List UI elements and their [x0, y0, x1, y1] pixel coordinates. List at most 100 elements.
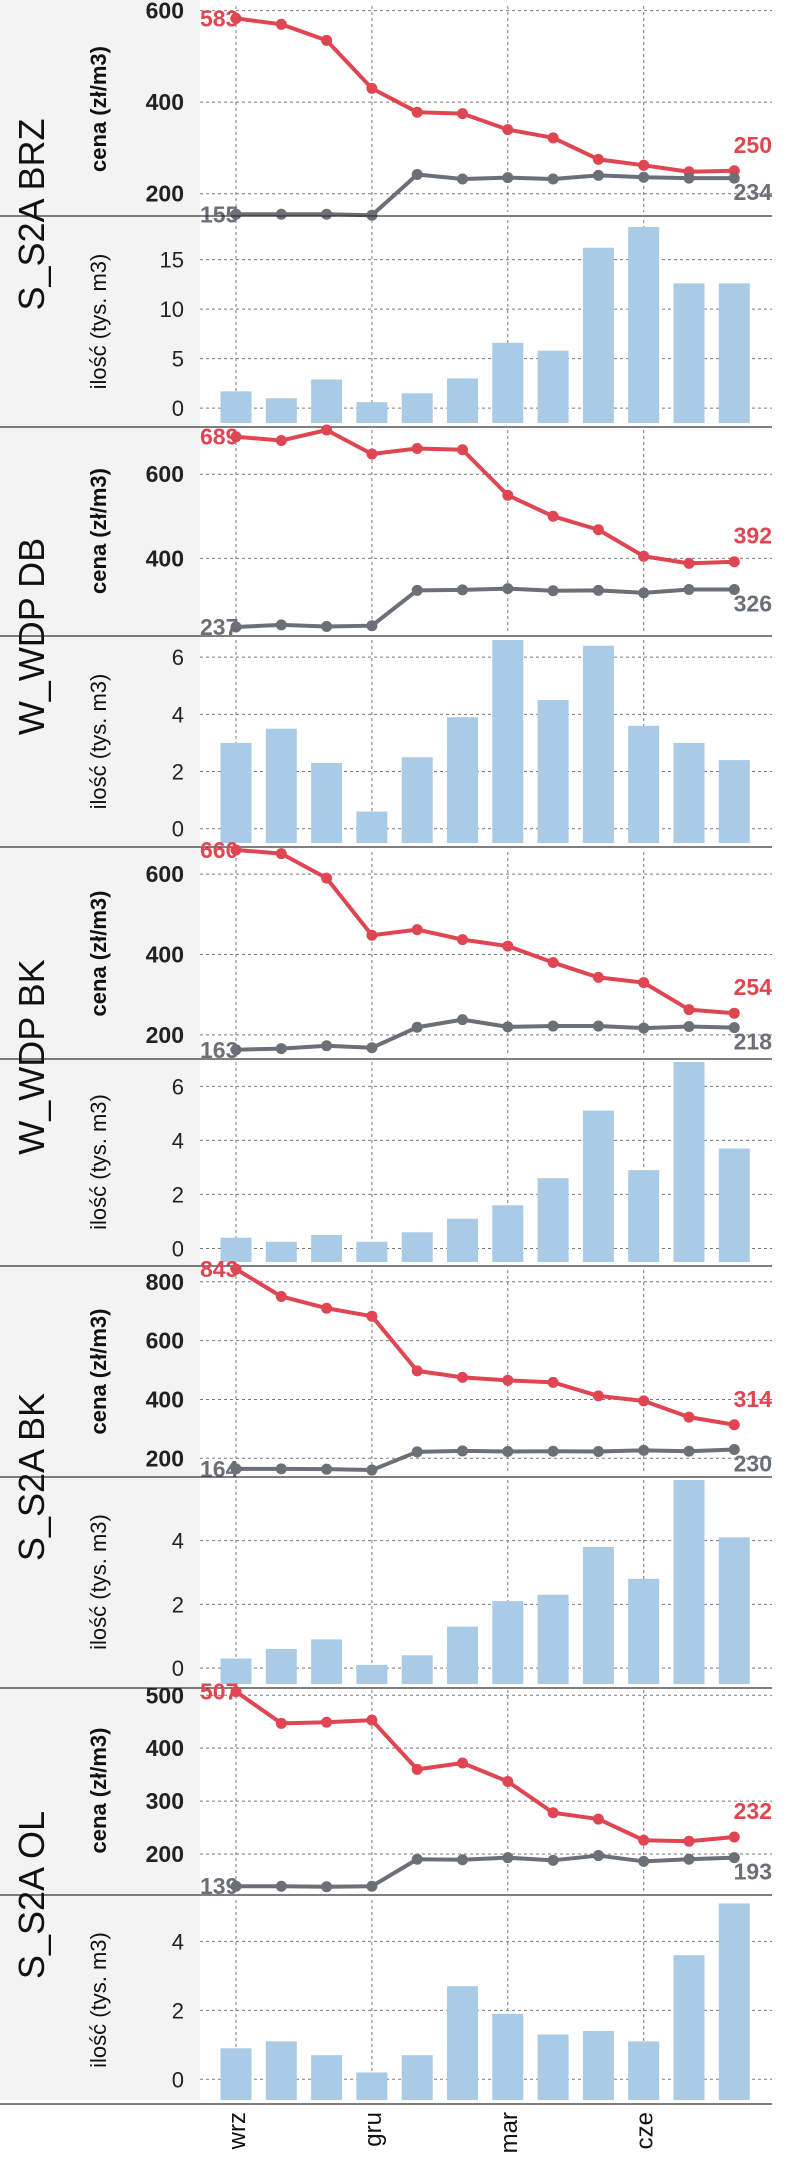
y-tick-label: 0 [172, 396, 184, 421]
bar [537, 1594, 569, 1684]
data-point [321, 208, 333, 220]
data-point [275, 1290, 287, 1302]
data-point [457, 1014, 468, 1026]
data-point [411, 1763, 423, 1775]
data-point [638, 587, 650, 599]
data-point [457, 173, 468, 185]
y-axis-label: cena (zł/m3) [86, 1728, 111, 1854]
data-point [457, 1371, 468, 1383]
data-point [275, 848, 287, 860]
bar [311, 1234, 343, 1262]
data-point [547, 510, 559, 522]
data-point [230, 844, 242, 856]
bar [492, 2013, 524, 2100]
data-point [638, 1395, 650, 1407]
bar [673, 1062, 705, 1262]
data-point [638, 977, 650, 989]
data-point [502, 1852, 514, 1864]
data-point [638, 159, 650, 171]
data-point [275, 1043, 287, 1055]
start-value-label: 843 [200, 1256, 238, 1282]
facet-label: W_WDP BK [11, 959, 52, 1154]
bar [492, 1601, 524, 1684]
bar [582, 1546, 614, 1684]
data-point [411, 106, 423, 118]
bar [311, 379, 343, 423]
start-value-label: 660 [200, 837, 238, 863]
series-line [234, 1689, 735, 1844]
facet-label: S_S2A OL [11, 1811, 52, 1979]
bar [401, 757, 433, 843]
y-tick-label: 15 [160, 248, 184, 273]
y-tick-label: 6 [172, 1074, 184, 1099]
data-point [728, 1022, 740, 1034]
data-point [230, 12, 242, 24]
y-tick-label: 400 [146, 1735, 184, 1761]
data-point [411, 1853, 423, 1865]
y-tick-label: 2 [172, 1592, 184, 1617]
bar [537, 1178, 569, 1262]
data-point [683, 1853, 695, 1865]
start-value-label: 164 [200, 1456, 239, 1482]
data-point [230, 208, 242, 220]
bar [447, 717, 478, 843]
series-line [236, 172, 735, 218]
data-point [502, 1021, 514, 1033]
start-value-label: 507 [200, 1679, 238, 1705]
y-tick-label: 300 [146, 1788, 184, 1814]
y-axis-label: cena (zł/m3) [86, 891, 111, 1017]
data-point [547, 132, 559, 144]
data-point [230, 1044, 242, 1056]
bar [356, 2072, 388, 2100]
y-tick-label: 500 [146, 1682, 184, 1708]
data-point [275, 1463, 287, 1475]
end-value-label: 250 [734, 132, 772, 158]
series-line [235, 586, 735, 629]
bar [582, 645, 614, 843]
data-point [321, 34, 333, 46]
data-point [683, 1835, 695, 1847]
data-point [321, 1881, 333, 1893]
bar [401, 393, 433, 423]
y-tick-label: 0 [172, 817, 184, 842]
series-line [235, 428, 735, 566]
bar [582, 247, 614, 423]
data-point [366, 929, 378, 941]
data-point [638, 1855, 650, 1867]
data-point [275, 1717, 287, 1729]
series-line [235, 1017, 735, 1052]
data-point [592, 1446, 604, 1458]
data-point [728, 1419, 740, 1431]
data-point [275, 1880, 287, 1892]
y-tick-label: 200 [146, 1445, 184, 1471]
data-point [366, 1880, 378, 1892]
data-point [502, 124, 514, 136]
data-point [683, 1020, 695, 1032]
data-point [321, 1302, 333, 1314]
data-point [728, 1443, 740, 1455]
bar [311, 762, 343, 843]
x-tick-label: gru [360, 2112, 387, 2147]
facet-label: S_S2A BRZ [11, 118, 52, 310]
data-point [411, 924, 423, 936]
series-line [236, 1853, 735, 1889]
facet-label: S_S2A BK [11, 1393, 52, 1561]
end-value-label: 254 [734, 974, 773, 1000]
data-point [592, 153, 604, 165]
end-value-label: 326 [734, 590, 772, 616]
data-point [411, 1021, 423, 1033]
data-point [366, 1042, 378, 1054]
y-tick-label: 400 [146, 89, 184, 115]
y-axis-label: ilość (tys. m3) [86, 1094, 111, 1230]
data-point [547, 1854, 559, 1866]
bar [356, 402, 388, 423]
bar [220, 1658, 252, 1684]
data-point [457, 1854, 468, 1866]
y-axis-label: ilość (tys. m3) [86, 1514, 111, 1650]
data-point [547, 1376, 559, 1388]
y-tick-label: 2 [172, 1182, 184, 1207]
start-value-label: 689 [200, 424, 238, 450]
y-tick-label: 400 [146, 942, 184, 968]
